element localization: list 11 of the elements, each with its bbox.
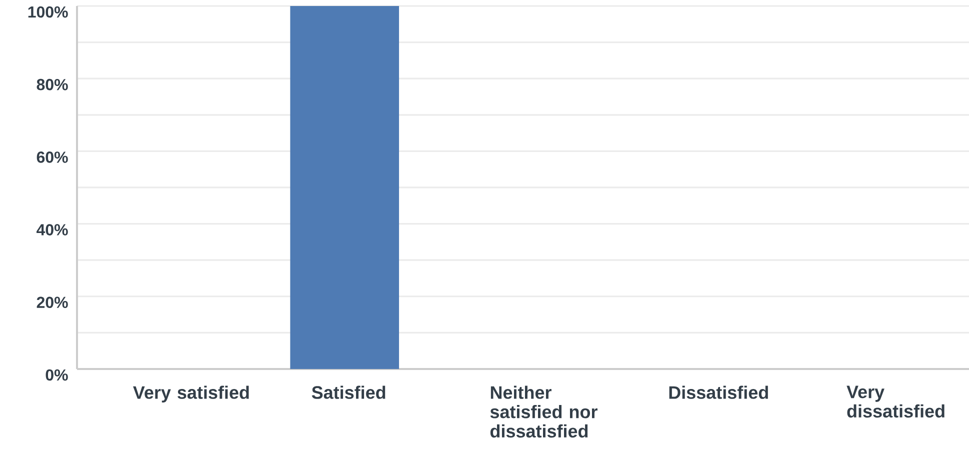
y-tick-label: 100% [28,6,68,18]
y-tick-label: 0% [46,369,68,381]
x-tick-label: Very satisfied [133,386,249,402]
y-tick-label: 40% [36,224,68,236]
x-tick-label: Neither satisfied nor dissatisfied [490,386,598,438]
x-tick-label: Dissatisfied [669,386,768,399]
x-tick-label: Very dissatisfied [846,386,944,418]
y-tick-label: 80% [36,78,68,90]
y-tick-label: 60% [36,152,68,163]
x-tick-label: Satisfied [312,386,386,399]
y-tick-label: 20% [36,296,68,308]
